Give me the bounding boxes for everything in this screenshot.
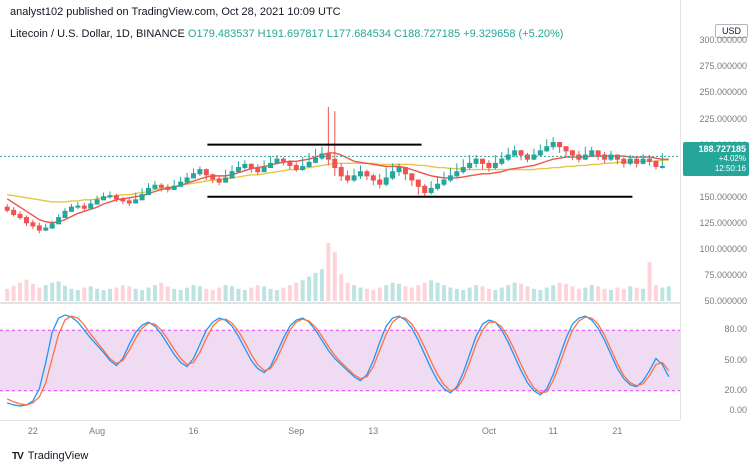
price-scale-tick: 275.000000 [699,61,747,72]
stochastic-scale-tick: 20.00 [724,384,747,395]
time-axis-tick: Aug [89,426,106,436]
last-price-value: 188.727185 [698,144,746,155]
time-axis-tick: 11 [548,426,558,436]
time-axis-tick: 21 [612,426,623,436]
price-scale-tick: 125.000000 [699,217,747,228]
price-scale-tick: 150.000000 [699,191,747,202]
price-change-percent: +4.02% [718,154,746,164]
time-axis-tick: 22 [27,426,38,436]
bar-countdown: 12:50:16 [714,164,746,174]
stochastic-pane[interactable] [0,303,680,421]
symbol-info-line: Litecoin / U.S. Dollar, 1D, BINANCE O179… [10,28,563,40]
time-axis-tick: Oct [481,426,496,436]
tv-mark-icon: TV [12,450,24,462]
stochastic-chart-svg [0,314,680,407]
attribution-text: analyst102 published on TradingView.com,… [10,6,341,18]
stochastic-scale-tick: 50.00 [724,354,747,365]
price-scale-tick: 75.000000 [704,269,747,280]
tradingview-logo: TV TradingView [12,450,88,462]
ohlc-values: O179.483537 H191.697817 L177.684534 C188… [187,28,564,40]
time-axis-tick: 16 [188,426,199,436]
price-scale-tick: 50.000000 [704,296,747,306]
price-scale[interactable]: USD 300.000000 275.000000 250.000000 225.00… [680,0,750,420]
price-scale-tick: 300.000000 [699,35,747,46]
symbol-label: Litecoin / U.S. Dollar, 1D, BINANCE [10,28,185,40]
stochastic-scale-tick: 0.00 [729,405,747,415]
price-pane[interactable] [0,40,680,303]
price-scale-tick: 250.000000 [699,87,747,98]
last-price-badge: 188.727185 +4.02% 12:50:16 [683,142,749,177]
stochastic-scale-tick: 80.00 [724,324,747,335]
brand-name: TradingView [27,450,89,462]
time-axis-tick: Sep [288,426,305,436]
time-axis-tick: 13 [368,426,379,436]
currency-badge[interactable]: USD [714,24,748,38]
price-chart-svg [0,107,680,301]
price-scale-tick: 100.000000 [699,243,747,254]
price-scale-tick: 225.000000 [699,113,747,124]
time-axis[interactable]: 22 Aug 16 Sep 13 Oct 11 21 [0,420,680,443]
